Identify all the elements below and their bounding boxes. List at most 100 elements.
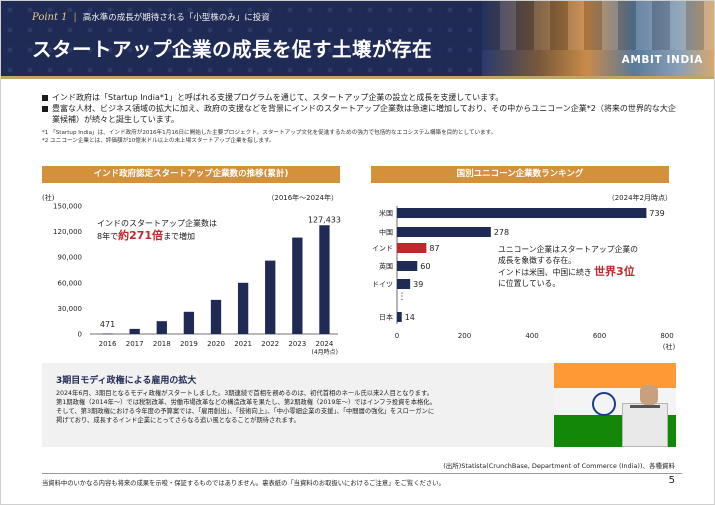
- x-tick-label: 2022: [261, 340, 279, 348]
- y-tick-label: 150,000: [53, 203, 82, 211]
- startup-chart-title: インド政府認定スタートアップ企業数の推移(累計): [42, 166, 340, 183]
- hand-icon: [640, 385, 658, 405]
- callout-pre: インドは米国、中国に続き: [498, 268, 592, 277]
- y-tick-label: 90,000: [58, 254, 83, 262]
- category-label: ドイツ: [372, 281, 393, 289]
- x-tick-label: 2018: [153, 340, 171, 348]
- bar-ドイツ: [397, 279, 411, 289]
- category-label: 英国: [379, 262, 393, 271]
- ballot-box-icon: [622, 403, 668, 447]
- bar-2021: [237, 282, 249, 334]
- x-tick-label: 2023: [288, 340, 306, 348]
- data-label: 60: [420, 262, 430, 271]
- ballot-slot: [630, 405, 660, 408]
- bar-2022: [265, 260, 276, 334]
- as-of-label: （2024年2月時点）: [608, 193, 672, 202]
- landmarks-strip: [482, 0, 715, 50]
- x-tick-label: 600: [593, 332, 606, 340]
- callout-highlight: 世界3位: [594, 265, 635, 278]
- x-unit-label: (社): [663, 342, 676, 351]
- point-separator: |: [73, 12, 77, 23]
- india-flag-ballot-image: [554, 363, 676, 447]
- x-tick-label: 2016: [99, 340, 117, 348]
- callout-line: インドは米国、中国に続き 世界3位: [498, 266, 638, 278]
- period-label: （2016年～2024年）: [267, 193, 338, 202]
- footnote: *1 「Startup India」は、インド政府が2016年1月16日に開始し…: [42, 130, 497, 136]
- bullet-item: 豊富な人材、ビジネス領域の拡大に加え、政府の支援などを背景にインドのスタートアッ…: [42, 103, 682, 125]
- page-title: スタートアップ企業の成長を促す土壌が存在: [32, 38, 433, 61]
- startup-callout: インドのスタートアップ企業数は 8年で約271倍まで増加: [97, 218, 217, 243]
- bar-米国: [397, 208, 647, 218]
- bar-2017: [129, 328, 140, 334]
- category-label: インド: [372, 245, 393, 253]
- bar-インド: [397, 243, 427, 253]
- data-label: 87: [429, 244, 439, 253]
- as-of-label: (4月時点): [312, 348, 339, 356]
- point-label: Point 1: [32, 12, 68, 23]
- bar-日本: [397, 312, 402, 322]
- callout-highlight: 約271倍: [118, 229, 164, 242]
- x-tick-label: 2020: [207, 340, 225, 348]
- bar-2023: [292, 237, 303, 334]
- box-body: 2024年6月、3期目となるモディ政権がスタートしました。3期連続で首相を務める…: [56, 389, 541, 425]
- callout-line: に位置している。: [498, 279, 561, 288]
- point-subtitle: 高水準の成長が期待される「小型株のみ」に投資: [82, 13, 270, 23]
- bar-2019: [183, 311, 195, 334]
- x-tick-label: 2017: [126, 340, 144, 348]
- bullet-item: インド政府は「Startup India*1」と呼ばれる支援プログラムを通じて、…: [42, 92, 682, 103]
- x-tick-label: 2024: [316, 340, 334, 348]
- category-label: 米国: [379, 209, 393, 218]
- ellipsis-mark: ⋮: [398, 292, 407, 302]
- page-number: 5: [668, 475, 675, 486]
- callout-pre: 8年で: [97, 232, 119, 241]
- callout-post: まで増加: [163, 232, 196, 241]
- y-tick-label: 60,000: [58, 279, 83, 287]
- footer-divider: [42, 473, 682, 474]
- callout-line: 8年で約271倍まで増加: [97, 230, 217, 243]
- header-pattern: [0, 0, 480, 76]
- bullet-list: インド政府は「Startup India*1」と呼ばれる支援プログラムを通じて、…: [42, 92, 682, 125]
- data-label: 39: [413, 280, 423, 289]
- unicorn-callout: ユニコーン企業はスタートアップ企業の 成長を象徴する存在。 インドは米国、中国に…: [498, 244, 638, 289]
- data-label: 278: [494, 228, 509, 237]
- callout-line: 成長を象徴する存在。: [498, 256, 576, 265]
- point-line: Point 1 | 高水準の成長が期待される「小型株のみ」に投資: [32, 11, 270, 23]
- x-tick-label: 0: [395, 332, 399, 340]
- data-label: 471: [100, 320, 115, 329]
- box-title: 3期目モディ政権による雇用の拡大: [56, 376, 197, 386]
- brand-logo: AMBIT INDIA: [621, 54, 703, 66]
- callout-line: インドのスタートアップ企業数は: [97, 219, 217, 228]
- startup-count-chart: (社) （2016年～2024年） 0 30,000 60,000 90,000 120…: [42, 193, 341, 356]
- header: Point 1 | 高水準の成長が期待される「小型株のみ」に投資 スタートアップ企業…: [0, 0, 715, 76]
- bar-中国: [397, 227, 491, 237]
- box-line: 2024年6月、3期目となるモディ政権がスタートしました。3期連続で首相を務める…: [56, 390, 433, 397]
- data-label: 127,433: [308, 215, 341, 224]
- unicorn-chart-title: 国別ユニコーン企業数ランキング: [371, 166, 669, 183]
- y-tick-label: 0: [78, 331, 82, 339]
- x-tick-label: 400: [525, 332, 538, 340]
- x-tick-label: 800: [660, 332, 673, 340]
- box-line: そして、第3期政権における今年度の予算案では、「雇用創出」、「技術向上」、「中小…: [56, 408, 435, 415]
- header-divider: [0, 76, 715, 79]
- box-line: 掲げており、成長するインド企業にとってさらなる追い風となることが期待されます。: [56, 417, 300, 424]
- x-tick-label: 200: [458, 332, 471, 340]
- modi-government-box: 3期目モディ政権による雇用の拡大 2024年6月、3期目となるモディ政権がスター…: [42, 363, 676, 447]
- callout-line: ユニコーン企業はスタートアップ企業の: [498, 245, 638, 254]
- source-note: (出所)Statista(CrunchBase, Department of C…: [443, 462, 675, 470]
- disclaimer: 当資料中のいかなる内容も将来の成果を示唆・保証するものではありません。裏表紙の「…: [42, 480, 445, 487]
- data-label: 14: [405, 313, 415, 322]
- ashoka-chakra-icon: [592, 392, 616, 416]
- y-unit-label: (社): [42, 193, 55, 202]
- data-label: 739: [649, 209, 664, 218]
- y-tick-label: 120,000: [53, 228, 82, 236]
- footnote: *2 ユニコーン企業とは、評価額が10億米ドル以上の未上場スタートアップ企業を指…: [42, 138, 275, 144]
- box-line: 第1期政権（2014年～）では税制改革、労働市場改革などの構造改革を果たし、第2…: [56, 399, 436, 406]
- x-tick-label: 2019: [180, 340, 198, 348]
- bar-英国: [397, 261, 418, 271]
- category-label: 中国: [379, 228, 393, 237]
- bar-2020: [210, 299, 222, 334]
- bar-2018: [156, 321, 167, 334]
- category-label: 日本: [379, 313, 393, 322]
- bar-2016: [102, 333, 113, 335]
- y-tick-label: 30,000: [58, 305, 83, 313]
